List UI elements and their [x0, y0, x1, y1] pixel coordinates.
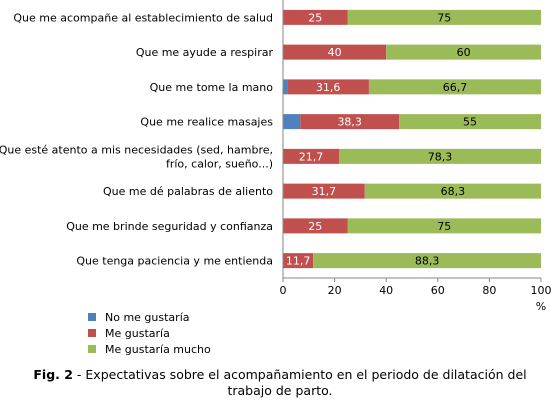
- x-tick-label: 20: [328, 284, 342, 297]
- bar-segment: [347, 218, 541, 234]
- legend-label: No me gustaría: [105, 310, 190, 324]
- bar-segment: [283, 183, 365, 199]
- data-label: 11,7: [286, 255, 311, 268]
- category-label: Que me realice masajes: [140, 116, 273, 129]
- category-label: Que tenga paciencia y me entienda: [76, 255, 273, 268]
- bar-segment: [283, 9, 348, 25]
- data-label: 55: [463, 116, 477, 129]
- bar-segment: [386, 44, 541, 60]
- category-label: Que esté atento a mis necesidades (sed, …: [0, 143, 273, 170]
- data-label: 25: [308, 11, 322, 24]
- bar-segment: [283, 114, 301, 130]
- category-label: Que me brinde seguridad y confianza: [66, 220, 273, 233]
- legend-label: Me gustaría mucho: [105, 342, 211, 356]
- legend-swatch: [88, 313, 96, 321]
- data-label: 88,3: [415, 255, 440, 268]
- x-tick-label: 40: [379, 284, 393, 297]
- bar-segment: [283, 218, 348, 234]
- bar-segment: [313, 253, 541, 269]
- bar-segment: [283, 79, 288, 95]
- x-tick-label: 80: [482, 284, 496, 297]
- x-tick-label: 60: [431, 284, 445, 297]
- bar-segment: [300, 114, 400, 130]
- bar-segment: [364, 183, 541, 199]
- category-label: Que me acompañe al establecimiento de sa…: [13, 11, 273, 24]
- legend: No me gustaría Me gustaría Me gustaría muc…: [88, 309, 211, 357]
- data-label: 31,6: [316, 81, 341, 94]
- category-label: Que me tome la mano: [150, 81, 274, 94]
- bar-segment: [283, 253, 314, 269]
- data-label: 60: [457, 46, 471, 59]
- caption-label: Fig. 2: [33, 367, 73, 382]
- data-label: 78,3: [428, 150, 453, 163]
- legend-swatch: [88, 329, 96, 337]
- data-label: 75: [437, 220, 451, 233]
- data-label: 31,7: [312, 185, 337, 198]
- legend-item: No me gustaría: [88, 309, 211, 325]
- bar-segment: [347, 9, 541, 25]
- data-label: 25: [308, 220, 322, 233]
- figure-caption: Fig. 2 - Expectativas sobre el acompañam…: [10, 367, 550, 399]
- legend-swatch: [88, 345, 96, 353]
- bar-segment: [283, 148, 339, 164]
- data-label: 66,7: [443, 81, 468, 94]
- bar-segment: [338, 148, 541, 164]
- bar-segment: [283, 44, 387, 60]
- data-label: 38,3: [337, 116, 362, 129]
- data-label: 21,7: [299, 150, 324, 163]
- stacked-bar-chart: Que me acompañe al establecimiento de sa…: [0, 0, 552, 310]
- caption-text: - Expectativas sobre el acompañamiento e…: [72, 367, 527, 398]
- x-axis-label: %: [536, 300, 546, 310]
- data-label: 75: [437, 11, 451, 24]
- bar-segment: [287, 79, 369, 95]
- data-label: 68,3: [441, 185, 466, 198]
- x-tick-label: 100: [531, 284, 552, 297]
- category-label: Que me dé palabras de aliento: [103, 185, 273, 198]
- category-label: Que me ayude a respirar: [136, 46, 274, 59]
- legend-label: Me gustaría: [105, 326, 170, 340]
- legend-item: Me gustaría: [88, 325, 211, 341]
- bar-segment: [399, 114, 541, 130]
- data-label: 40: [328, 46, 342, 59]
- x-tick-label: 0: [280, 284, 287, 297]
- legend-item: Me gustaría mucho: [88, 341, 211, 357]
- bar-segment: [368, 79, 541, 95]
